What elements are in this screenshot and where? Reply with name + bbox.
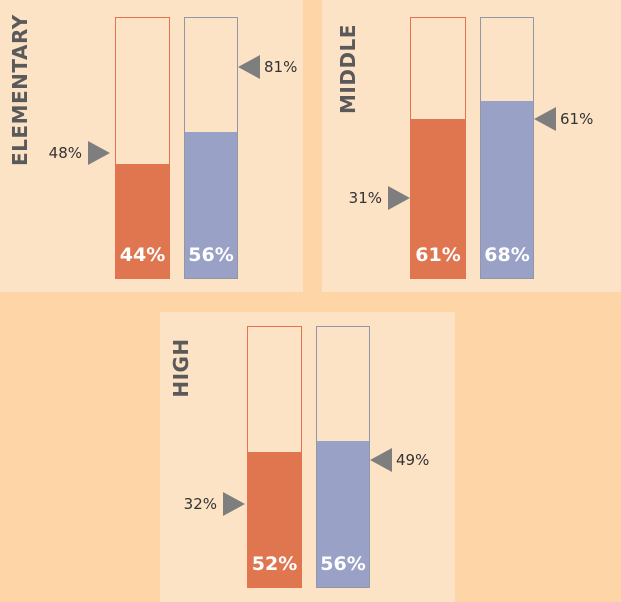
bar-frame-blue: 68%: [480, 17, 534, 279]
bar-blue: [185, 132, 237, 278]
marker-orange: 32%: [183, 492, 245, 517]
bar-value-label: 61%: [415, 244, 461, 266]
bar-value-label: 44%: [119, 244, 166, 266]
group-title: HIGH: [169, 338, 193, 398]
marker-orange: 48%: [48, 141, 110, 166]
group-title: MIDDLE: [336, 24, 360, 114]
marker-blue: 81%: [238, 54, 298, 79]
bar-frame-orange: 52%: [247, 326, 302, 588]
bar-frame-orange: 44%: [115, 17, 170, 279]
triangle-right-icon: [223, 492, 245, 517]
bar-frame-orange: 61%: [410, 17, 466, 279]
marker-label: 48%: [48, 144, 82, 163]
bar-orange: [116, 163, 169, 278]
bar-orange: [411, 119, 465, 278]
triangle-left-icon: [238, 54, 260, 79]
bar-frame-blue: 56%: [184, 17, 238, 279]
bar-blue: [317, 441, 369, 587]
triangle-left-icon: [534, 107, 556, 132]
bar-value-label: 56%: [320, 553, 366, 575]
marker-orange: 31%: [348, 185, 410, 210]
bar-value-label: 56%: [188, 244, 234, 266]
panel-middle: MIDDLE 61% 68% 31% 61%: [322, 0, 621, 292]
marker-blue: 49%: [370, 447, 430, 472]
marker-label: 81%: [264, 57, 298, 76]
marker-blue: 61%: [534, 107, 594, 132]
triangle-right-icon: [388, 185, 410, 210]
marker-label: 61%: [560, 110, 594, 129]
panel-elementary: ELEMENTARY 44% 56% 48% 81%: [0, 0, 303, 292]
bar-value-label: 52%: [251, 553, 298, 575]
panel-high: HIGH 52% 56% 32% 49%: [160, 312, 455, 602]
marker-label: 49%: [396, 450, 430, 469]
bar-blue: [481, 101, 533, 278]
bar-frame-blue: 56%: [316, 326, 370, 588]
triangle-left-icon: [370, 447, 392, 472]
bar-value-label: 68%: [484, 244, 530, 266]
marker-label: 32%: [183, 495, 217, 514]
marker-label: 31%: [348, 188, 382, 207]
triangle-right-icon: [88, 141, 110, 166]
group-title: ELEMENTARY: [8, 14, 32, 166]
bar-orange: [248, 451, 301, 587]
